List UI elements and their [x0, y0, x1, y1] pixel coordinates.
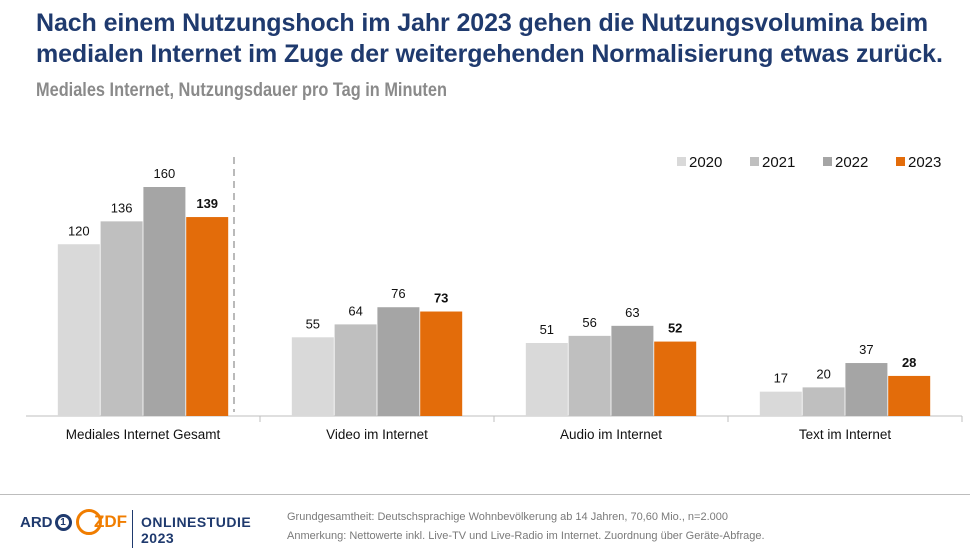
bar-2022-4 [845, 363, 888, 416]
category-label: Video im Internet [326, 427, 428, 442]
data-label-2021-4: 20 [816, 366, 830, 381]
data-label-2020-2: 55 [306, 316, 320, 331]
ard-logo: ARD 1 [20, 514, 72, 531]
bar-2020-1 [57, 244, 100, 416]
category-label: Mediales Internet Gesamt [66, 427, 221, 442]
legend-swatch-2022 [823, 157, 832, 166]
data-label-2022-1: 160 [154, 166, 176, 181]
note-base: Grundgesamtheit: Deutschsprachige Wohnbe… [287, 511, 728, 523]
bar-2022-3 [611, 325, 654, 416]
data-label-2020-1: 120 [68, 223, 90, 238]
ard-logo-text: ARD [20, 514, 53, 531]
bar-2021-4 [802, 387, 845, 416]
onlinestudie-line1: ONLINESTUDIE [141, 514, 252, 530]
legend-swatch-2021 [750, 157, 759, 166]
bar-2021-2 [334, 324, 377, 416]
data-label-2020-3: 51 [540, 322, 554, 337]
data-label-2023-1: 139 [196, 196, 218, 211]
chart-subtitle: Mediales Internet, Nutzungsdauer pro Tag… [36, 80, 447, 101]
data-label-2023-2: 73 [434, 291, 448, 306]
onlinestudie-year: 2023 [141, 530, 175, 546]
zdf-logo: ZDF [76, 509, 127, 535]
bar-2022-1 [143, 187, 186, 416]
bar-2023-3 [654, 341, 697, 416]
category-label: Audio im Internet [560, 427, 662, 442]
bar-2021-3 [568, 335, 611, 416]
category-label: Text im Internet [799, 427, 892, 442]
ard-ring-icon: 1 [54, 514, 72, 531]
legend-swatch-2020 [677, 157, 686, 166]
bar-2020-3 [525, 343, 568, 416]
onlinestudie-logo: ONLINESTUDIE 2023 [141, 514, 251, 546]
data-label-2023-4: 28 [902, 355, 916, 370]
bar-2020-2 [291, 337, 334, 416]
legend-label-2020: 2020 [689, 154, 722, 171]
data-label-2021-3: 56 [582, 315, 596, 330]
data-label-2022-3: 63 [625, 305, 639, 320]
data-label-2022-2: 76 [391, 286, 405, 301]
legend-swatch-2023 [896, 157, 905, 166]
legend-label-2021: 2021 [762, 154, 795, 171]
bar-2020-4 [759, 391, 802, 416]
note-remark: Anmerkung: Nettowerte inkl. Live-TV und … [287, 530, 765, 542]
bar-2023-2 [420, 311, 463, 416]
data-label-2022-4: 37 [859, 342, 873, 357]
data-label-2021-1: 136 [111, 200, 133, 215]
zdf-logo-text: ZDF [94, 512, 128, 531]
bar-2021-1 [100, 221, 143, 416]
bar-chart: 120 136 160 139 Mediales Internet Gesamt 55 64… [26, 154, 963, 442]
footer-divider [0, 494, 970, 495]
footer-logo-separator [132, 510, 133, 548]
legend-label-2022: 2022 [835, 154, 868, 171]
data-label-2020-4: 17 [774, 371, 788, 386]
zdf-circle-icon [76, 509, 102, 535]
page-title: Nach einem Nutzungshoch im Jahr 2023 geh… [36, 9, 943, 68]
ard-ring-number: 1 [60, 517, 66, 528]
bar-2023-1 [186, 217, 229, 416]
bar-2022-2 [377, 307, 420, 416]
bar-2023-4 [888, 375, 931, 416]
footer-notes: Grundgesamtheit: Deutschsprachige Wohnbe… [287, 508, 765, 546]
data-label-2023-3: 52 [668, 321, 682, 336]
legend-label-2023: 2023 [908, 154, 941, 171]
data-label-2021-2: 64 [348, 303, 362, 318]
